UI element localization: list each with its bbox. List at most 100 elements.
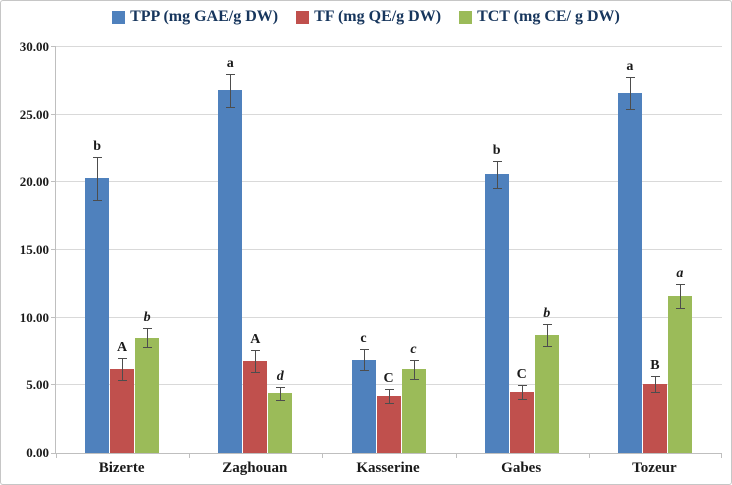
bar-tpp-gabes <box>484 174 509 453</box>
y-axis-tick-label: 10.00 <box>19 309 49 325</box>
error-bar <box>654 375 656 393</box>
gridline <box>56 46 722 47</box>
significance-letter: a <box>226 56 234 72</box>
error-bar-cap <box>542 346 552 348</box>
error-bar <box>255 350 257 372</box>
significance-letter: A <box>250 332 261 348</box>
error-bar-cap <box>542 324 552 326</box>
legend-swatch-icon <box>459 10 473 24</box>
x-axis-category-label: Zaghouan <box>222 460 288 476</box>
error-bar <box>97 156 99 200</box>
legend-item: TCT (mg CE/ g DW) <box>459 8 620 26</box>
error-bar-cap <box>93 199 103 201</box>
significance-letter: b <box>492 142 501 158</box>
y-axis-tick <box>51 113 56 115</box>
error-bar-cap <box>492 160 502 162</box>
error-bar <box>280 386 282 401</box>
error-bar <box>147 328 149 348</box>
significance-letter: b <box>543 306 551 322</box>
error-bar <box>496 160 498 188</box>
significance-letter: d <box>276 368 284 384</box>
significance-letter: C <box>516 367 527 383</box>
error-bar-cap <box>625 76 635 78</box>
legend-label: TCT (mg CE/ g DW) <box>477 8 620 25</box>
error-bar-cap <box>251 350 261 352</box>
error-bar-cap <box>517 398 527 400</box>
chart-legend: TPP (mg GAE/g DW) TF (mg QE/g DW) TCT (mg … <box>1 8 731 26</box>
y-axis-tick-label: 5.00 <box>26 377 49 393</box>
error-bar-cap <box>384 402 394 404</box>
legend-item: TF (mg QE/g DW) <box>296 8 441 26</box>
error-bar <box>122 358 124 380</box>
gridline <box>56 113 722 115</box>
error-bar <box>521 385 523 399</box>
error-bar <box>546 324 548 347</box>
y-axis-tick <box>51 316 56 318</box>
y-axis-tick-label: 0.00 <box>26 445 49 460</box>
error-bar-cap <box>276 400 286 402</box>
x-axis-tick <box>189 453 190 458</box>
x-axis-tick <box>322 453 323 458</box>
error-bar-cap <box>226 74 236 76</box>
x-axis-category-label: Kasserine <box>356 460 420 476</box>
legend-label: TF (mg QE/g DW) <box>314 8 442 25</box>
error-bar-cap <box>675 308 685 310</box>
significance-letter: b <box>93 138 101 154</box>
gridline <box>56 249 722 250</box>
error-bar-cap <box>492 187 502 189</box>
significance-letter: c <box>410 341 417 357</box>
error-bar-cap <box>226 106 236 108</box>
error-bar-cap <box>675 283 685 285</box>
bar-tpp-zaghouan <box>218 90 243 453</box>
error-bar-cap <box>359 348 369 350</box>
bar-tf-kasserine <box>376 396 401 453</box>
gridline <box>56 316 722 318</box>
error-bar-cap <box>93 156 103 158</box>
error-bar <box>413 359 415 379</box>
bar-tct-tozeur <box>667 296 692 453</box>
bar-tf-tozeur <box>642 383 667 453</box>
x-axis-category-label: Bizerte <box>98 460 145 476</box>
error-bar-cap <box>118 379 128 381</box>
y-axis-tick-label: 20.00 <box>19 174 49 190</box>
error-bar-cap <box>359 370 369 372</box>
significance-letter: b <box>143 310 151 326</box>
significance-letter: A <box>117 340 128 356</box>
error-bar-cap <box>276 386 286 388</box>
x-axis-category-label: Gabes <box>501 460 542 476</box>
legend-label: TPP (mg GAE/g DW) <box>130 8 279 25</box>
error-bar <box>230 74 232 107</box>
y-axis-tick <box>51 181 56 183</box>
bar-tf-bizerte <box>110 369 135 453</box>
error-bar-cap <box>625 109 635 111</box>
error-bar-cap <box>143 347 153 349</box>
y-axis-tick-label: 15.00 <box>19 242 49 257</box>
error-bar-cap <box>517 385 527 387</box>
y-axis-tick <box>51 46 56 47</box>
bar-tf-zaghouan <box>243 360 268 453</box>
x-axis-tick <box>589 453 590 458</box>
bar-tct-bizerte <box>135 337 160 453</box>
error-bar-cap <box>384 389 394 391</box>
y-axis-tick <box>51 384 56 386</box>
gridline <box>56 384 722 386</box>
y-axis-tick-label: 25.00 <box>19 106 49 122</box>
x-axis-tick <box>56 453 57 458</box>
bar-tct-gabes <box>534 335 559 453</box>
bar-tct-kasserine <box>401 369 426 453</box>
legend-item: TPP (mg GAE/g DW) <box>112 8 278 26</box>
x-axis-category-label: Tozeur <box>632 460 677 476</box>
bar-tct-zaghouan <box>268 393 293 453</box>
bar-tpp-kasserine <box>351 359 376 453</box>
x-axis-tick <box>456 453 457 458</box>
significance-letter: B <box>650 357 660 373</box>
y-axis-tick-label: 30.00 <box>19 39 49 54</box>
significance-letter: a <box>626 58 634 74</box>
error-bar-cap <box>650 375 660 377</box>
significance-letter: c <box>360 330 367 346</box>
bar-tpp-bizerte <box>85 178 110 453</box>
error-bar-cap <box>118 358 128 360</box>
error-bar <box>363 348 365 371</box>
